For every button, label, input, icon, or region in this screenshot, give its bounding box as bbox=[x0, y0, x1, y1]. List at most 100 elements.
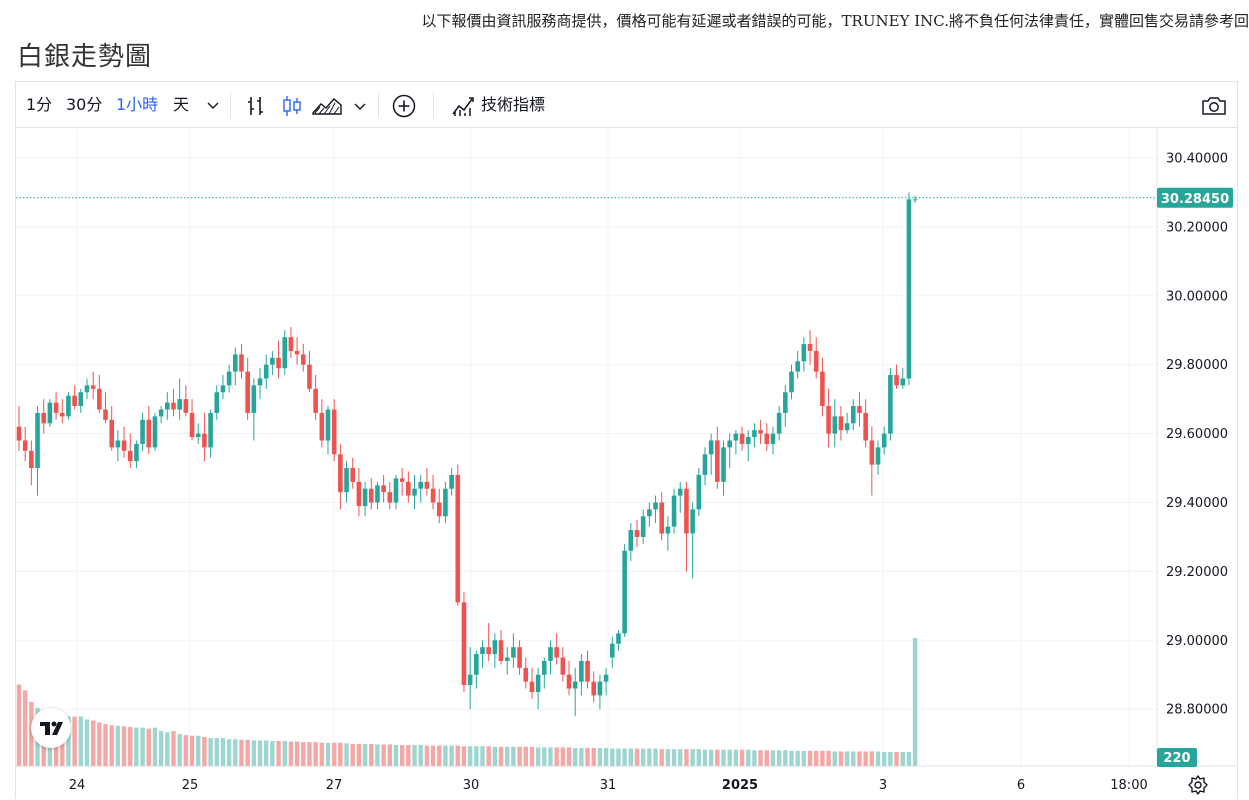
candle-body bbox=[350, 468, 356, 482]
candle-body bbox=[368, 488, 374, 503]
indicators-button-label[interactable]: 技術指標 bbox=[481, 95, 546, 114]
candle-body bbox=[628, 530, 634, 551]
interval-30min[interactable]: 30分 bbox=[66, 95, 103, 114]
volume-bar bbox=[109, 725, 114, 766]
volume-bar bbox=[449, 745, 454, 766]
candle-body bbox=[912, 199, 918, 201]
candle-body bbox=[474, 654, 479, 675]
add-circle-icon[interactable] bbox=[391, 93, 417, 119]
candle-body bbox=[263, 364, 269, 379]
volume-bar bbox=[702, 749, 708, 766]
candle-body bbox=[276, 357, 281, 369]
volume-bar bbox=[801, 750, 807, 766]
candle-body bbox=[177, 399, 182, 410]
candle-body bbox=[127, 450, 133, 462]
volume-bar bbox=[523, 746, 528, 766]
candle-body bbox=[375, 485, 380, 503]
candle-body bbox=[202, 433, 207, 448]
candle-body bbox=[109, 419, 114, 448]
volume-bar bbox=[350, 743, 355, 766]
candle-body bbox=[418, 481, 423, 489]
candle-body bbox=[783, 392, 788, 413]
settings-gear-icon[interactable] bbox=[1187, 774, 1209, 796]
candle-body bbox=[115, 440, 121, 448]
volume-bar bbox=[189, 735, 195, 766]
candle-body bbox=[245, 371, 250, 413]
candle-body bbox=[59, 412, 65, 417]
chevron-down-icon[interactable] bbox=[200, 92, 226, 118]
candle-body bbox=[430, 488, 436, 503]
candle-body bbox=[467, 674, 473, 686]
volume-bar bbox=[486, 746, 491, 766]
volume-bar bbox=[387, 744, 392, 766]
price-axis-label: 28.80000 bbox=[1166, 703, 1228, 718]
chevron-down-icon[interactable] bbox=[347, 93, 373, 119]
price-axis-label: 29.20000 bbox=[1166, 565, 1228, 580]
candle-body bbox=[406, 481, 411, 496]
volume-bar bbox=[177, 734, 182, 766]
volume-bar bbox=[795, 750, 800, 766]
candle-body bbox=[146, 419, 152, 448]
volume-bar bbox=[585, 747, 590, 766]
area-style-icon[interactable] bbox=[311, 93, 343, 119]
tradingview-logo[interactable] bbox=[31, 708, 71, 748]
candle-body bbox=[356, 481, 362, 506]
candle-body bbox=[16, 426, 22, 441]
volume-bar bbox=[708, 749, 714, 766]
volume-bar bbox=[573, 747, 578, 766]
candle-body bbox=[690, 509, 695, 534]
camera-icon[interactable] bbox=[1200, 93, 1228, 119]
interval-1min[interactable]: 1分 bbox=[26, 95, 53, 114]
candle-body bbox=[548, 647, 553, 661]
candle-body bbox=[233, 354, 238, 372]
candle-body bbox=[572, 681, 578, 689]
candle-style-icon[interactable] bbox=[279, 93, 305, 119]
volume-bar bbox=[542, 747, 547, 766]
candle-body bbox=[579, 660, 584, 682]
volume-bar bbox=[381, 744, 386, 766]
candle-body bbox=[715, 440, 720, 482]
interval-day[interactable]: 天 bbox=[173, 95, 190, 114]
volume-bar bbox=[529, 746, 535, 766]
candle-body bbox=[566, 674, 572, 689]
volume-bar bbox=[233, 739, 238, 766]
volume-bar bbox=[888, 752, 893, 766]
candle-body bbox=[863, 412, 868, 441]
candle-body bbox=[603, 674, 609, 682]
volume-bar bbox=[412, 745, 417, 766]
candle-body bbox=[820, 371, 825, 407]
candle-body bbox=[838, 416, 844, 431]
candle-body bbox=[47, 402, 53, 424]
candle-body bbox=[813, 350, 819, 372]
candle-body bbox=[857, 406, 862, 413]
volume-bar bbox=[474, 746, 479, 766]
candle-body bbox=[708, 440, 714, 455]
candle-body bbox=[634, 530, 640, 537]
volume-bar bbox=[202, 736, 207, 766]
volume-bar bbox=[325, 742, 331, 766]
page-title: 白銀走勢圖 bbox=[17, 42, 153, 72]
candle-body bbox=[727, 440, 732, 448]
volume-bar bbox=[443, 745, 448, 766]
volume-bar bbox=[554, 747, 559, 766]
interval-1hour[interactable]: 1小時 bbox=[116, 95, 159, 114]
indicators-icon[interactable] bbox=[450, 93, 476, 119]
candle-body bbox=[449, 474, 454, 489]
volume-bar bbox=[659, 749, 664, 766]
volume-bar bbox=[863, 751, 868, 766]
candle-body bbox=[659, 502, 665, 534]
candle-body bbox=[770, 433, 776, 444]
volume-bar bbox=[134, 727, 139, 766]
bar-style-icon[interactable] bbox=[243, 93, 269, 119]
candle-body bbox=[78, 392, 84, 407]
volume-bar bbox=[597, 747, 603, 766]
volume-bar bbox=[739, 749, 745, 766]
candle-body bbox=[399, 478, 405, 482]
volume-bar bbox=[603, 747, 609, 766]
candle-body bbox=[665, 526, 671, 534]
volume-bar bbox=[424, 745, 430, 766]
candle-body bbox=[801, 344, 807, 362]
volume-bar bbox=[789, 750, 794, 766]
chart-toolbar: 1分 30分 1小時 天 技術指標 bbox=[16, 82, 1237, 128]
